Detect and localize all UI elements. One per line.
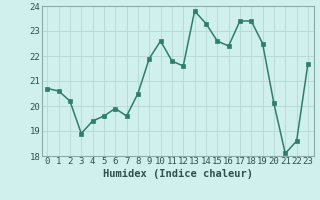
X-axis label: Humidex (Indice chaleur): Humidex (Indice chaleur) [103, 169, 252, 179]
